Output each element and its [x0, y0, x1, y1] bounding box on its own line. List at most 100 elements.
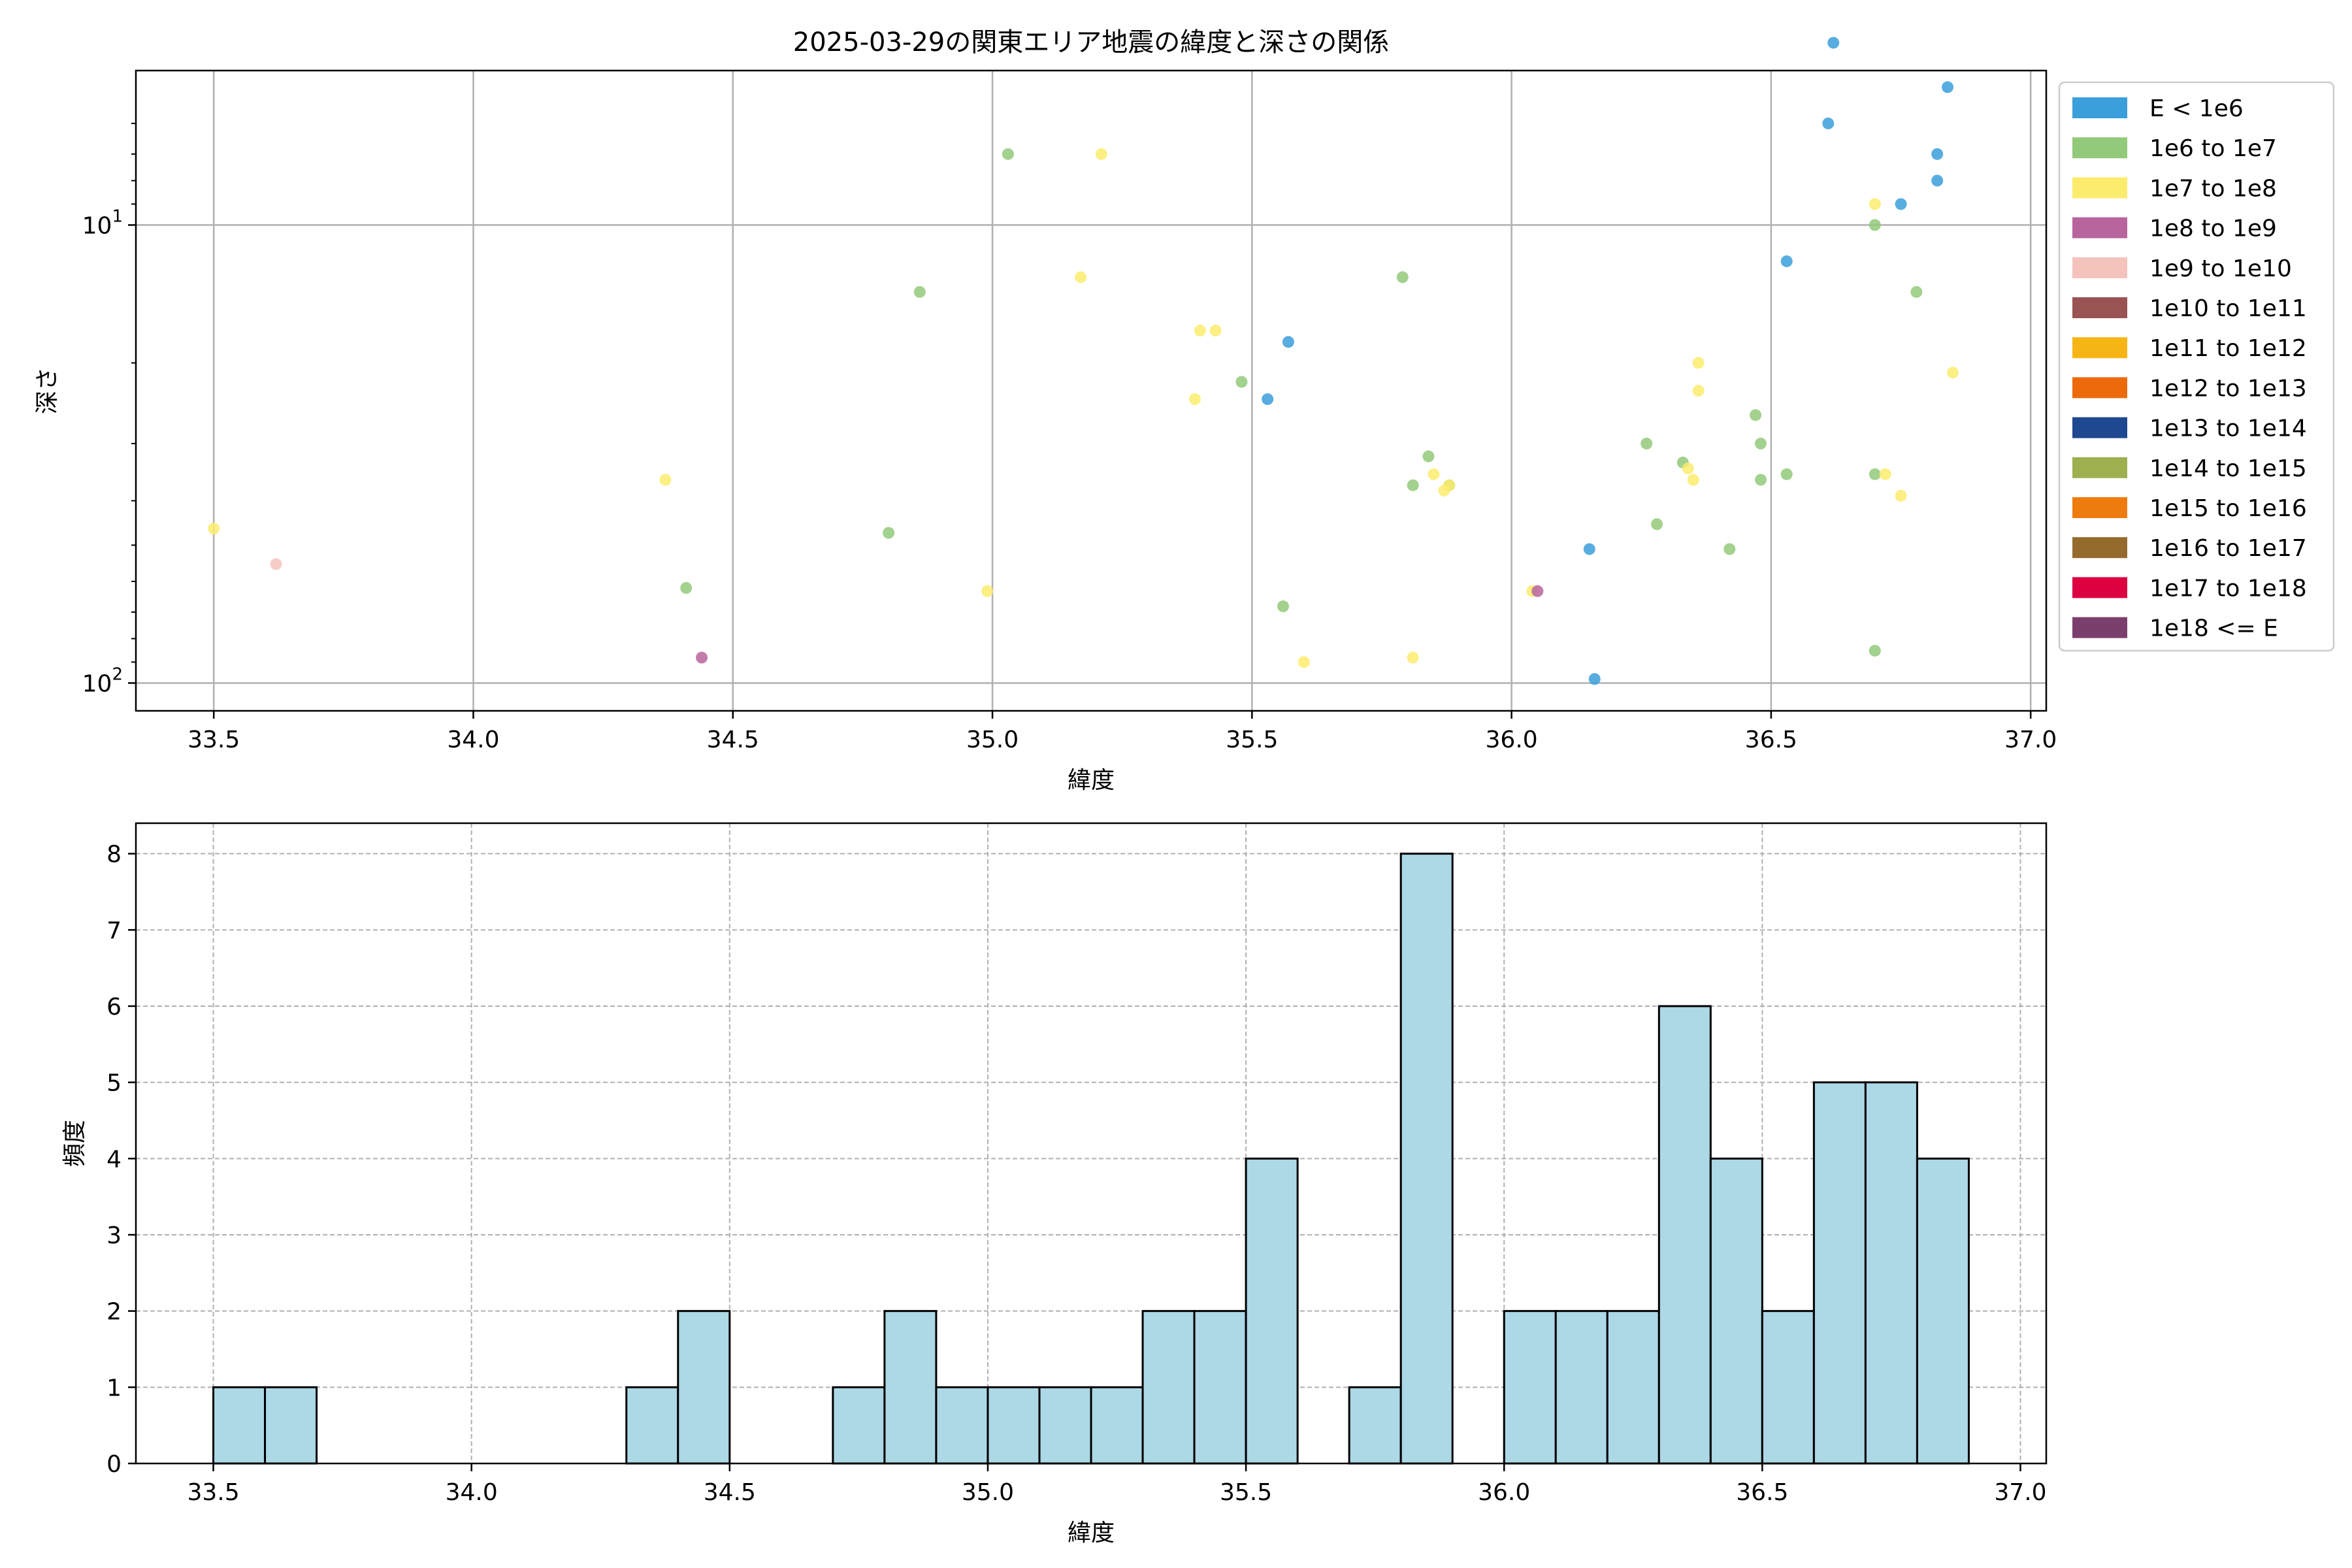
- legend-swatch: [2072, 257, 2127, 278]
- histogram-bar: [1141, 1310, 1196, 1465]
- scatter-point: [1942, 81, 1954, 93]
- histogram-bar: [264, 1386, 318, 1465]
- scatter-point: [1407, 479, 1419, 491]
- legend-swatch: [2072, 497, 2127, 518]
- scatter-point: [1910, 286, 1923, 298]
- scatter-point: [1692, 357, 1705, 369]
- scatter-point: [1641, 437, 1653, 449]
- scatter-points: [208, 37, 1959, 685]
- scatter-point: [913, 286, 926, 298]
- histogram-y-tick-label: 3: [106, 1222, 122, 1249]
- scatter-point: [1588, 673, 1601, 685]
- legend-label: 1e15 to 1e16: [2149, 495, 2307, 522]
- legend-label: 1e8 to 1e9: [2149, 216, 2277, 242]
- legend-frame: [2058, 81, 2335, 652]
- scatter-point: [1422, 450, 1435, 463]
- scatter-point: [1723, 543, 1736, 555]
- legend-label: 1e17 to 1e18: [2149, 575, 2307, 602]
- scatter-point: [1931, 148, 1944, 160]
- histogram-y-ticks: 0 1 2 3 4 5 6 7 8: [106, 841, 136, 1478]
- histogram-bar: [1399, 853, 1454, 1465]
- histogram-y-tick-label: 1: [106, 1375, 122, 1401]
- histogram-bar: [1038, 1386, 1092, 1465]
- legend-swatch: [2072, 217, 2127, 238]
- scatter-point: [1754, 437, 1767, 449]
- legend-items: E < 1e6 1e6 to 1e7 1e7 to 1e8 1e8 to 1e9 1e9…: [2072, 95, 2307, 642]
- scatter-point: [1822, 117, 1835, 129]
- scatter-point: [1895, 198, 1907, 210]
- scatter-point: [1277, 600, 1289, 613]
- scatter-point: [208, 523, 220, 535]
- histogram-bar: [1245, 1157, 1299, 1465]
- scatter-point: [1075, 271, 1087, 284]
- scatter-y-axis-label: 深さ: [34, 367, 61, 414]
- histogram-y-tick-label: 4: [106, 1146, 122, 1173]
- legend-swatch: [2072, 137, 2127, 159]
- histogram-x-axis-label: 緯度: [1068, 1520, 1115, 1546]
- histogram-bar: [1348, 1386, 1402, 1465]
- histogram-x-tick-label: 34.0: [446, 1479, 498, 1506]
- scatter-x-tick-label: 36.5: [1745, 727, 1797, 753]
- scatter-point: [981, 585, 994, 597]
- legend-swatch: [2072, 577, 2127, 598]
- legend-label: 1e9 to 1e10: [2149, 255, 2292, 282]
- legend-swatch: [2072, 377, 2127, 399]
- legend-label: 1e16 to 1e17: [2149, 535, 2307, 562]
- histogram-bar: [625, 1386, 679, 1465]
- scatter-point: [1209, 324, 1222, 336]
- scatter-grid: [136, 71, 2046, 711]
- scatter-point: [680, 581, 693, 594]
- scatter-x-tick-label: 35.5: [1226, 727, 1278, 753]
- scatter-point: [1692, 385, 1705, 397]
- scatter-point: [1879, 468, 1891, 480]
- histogram-bar: [1864, 1081, 1918, 1465]
- histogram-bar: [1606, 1310, 1660, 1465]
- chart-title: 2025-03-29の関東エリア地震の緯度と深さの関係: [793, 27, 1389, 57]
- legend-swatch: [2072, 297, 2127, 318]
- scatter-point: [1869, 644, 1881, 657]
- scatter-x-tick-label: 37.0: [2004, 727, 2057, 753]
- scatter-panel: 2025-03-29の関東エリア地震の緯度と深さの関係 33.5 34.0 34.5…: [34, 27, 2335, 794]
- scatter-point: [1188, 393, 1201, 405]
- histogram-y-tick-label: 6: [106, 994, 122, 1021]
- histogram-grid: [136, 823, 2046, 1464]
- scatter-plot-frame: [135, 69, 2048, 712]
- histogram-y-tick-label: 5: [106, 1070, 122, 1097]
- legend-label: 1e13 to 1e14: [2149, 416, 2307, 442]
- scatter-point: [1946, 367, 1959, 379]
- scatter-x-ticks: 33.5 34.0 34.5 35.0 35.5 36.0 36.5 37.0: [188, 711, 2057, 753]
- legend-swatch: [2072, 617, 2127, 638]
- histogram-bar: [1709, 1157, 1763, 1465]
- scatter-point: [270, 558, 282, 570]
- scatter-point: [1682, 463, 1694, 475]
- legend-label: 1e14 to 1e15: [2149, 455, 2307, 482]
- scatter-x-tick-label: 34.5: [707, 727, 759, 753]
- scatter-point: [696, 651, 708, 664]
- histogram-y-axis-label: 頻度: [61, 1120, 88, 1167]
- scatter-x-tick-label: 33.5: [188, 727, 240, 753]
- legend-swatch: [2072, 337, 2127, 359]
- histogram-bar: [1503, 1310, 1557, 1465]
- histogram-y-tick-label: 2: [106, 1299, 122, 1326]
- histogram-bar: [883, 1310, 938, 1465]
- histogram-y-tick-label: 7: [106, 917, 122, 944]
- histogram-y-tick-label: 0: [106, 1451, 122, 1478]
- legend-label: 1e11 to 1e12: [2149, 335, 2307, 362]
- histogram-x-tick-label: 37.0: [1994, 1479, 2046, 1506]
- scatter-point: [1931, 174, 1944, 187]
- scatter-x-tick-label: 35.0: [966, 727, 1019, 753]
- legend-swatch: [2072, 177, 2127, 199]
- scatter-y-tick-label: 102: [82, 664, 123, 697]
- scatter-point: [1531, 585, 1544, 597]
- scatter-point: [1428, 468, 1440, 480]
- scatter-point: [1827, 37, 1840, 49]
- legend-swatch: [2072, 457, 2127, 478]
- histogram-bar: [1554, 1310, 1609, 1465]
- scatter-point: [1583, 543, 1595, 555]
- scatter-point: [1869, 219, 1881, 231]
- histogram-bar: [1761, 1310, 1815, 1465]
- legend-swatch: [2072, 97, 2127, 118]
- scatter-point: [1443, 479, 1456, 491]
